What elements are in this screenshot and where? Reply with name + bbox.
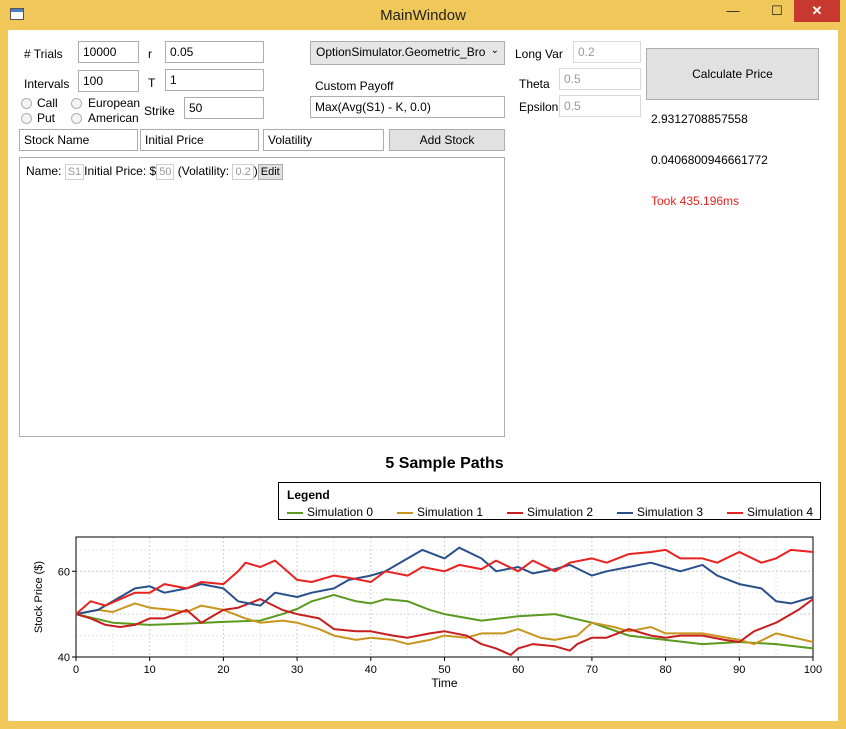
series-line-4 — [75, 548, 814, 615]
x-tick-label: 80 — [659, 664, 671, 676]
legend-item: Simulation 1 — [397, 505, 483, 519]
legend-swatch — [727, 511, 743, 514]
long-var-input[interactable]: 0.2 — [573, 41, 641, 63]
series-line-2 — [75, 598, 814, 656]
x-tick-label: 70 — [586, 664, 598, 676]
window-title: MainWindow — [380, 7, 466, 24]
y-tick-label: 60 — [58, 566, 70, 578]
stock-vol-label: (Volatility: — [177, 164, 230, 178]
r-input[interactable]: 0.05 — [165, 41, 264, 63]
volatility-input[interactable]: Volatility — [263, 129, 384, 151]
stock-name-input[interactable]: Stock Name — [19, 129, 138, 151]
put-label: Put — [37, 111, 56, 125]
app-icon — [10, 8, 24, 20]
legend-label: Simulation 4 — [747, 505, 814, 519]
chart-title: 5 Sample Paths — [385, 455, 504, 472]
legend-title: Legend — [287, 488, 330, 502]
x-tick-label: 10 — [144, 664, 156, 676]
american-label: American — [88, 111, 139, 125]
close-button[interactable]: ✕ — [794, 0, 840, 22]
theta-input[interactable]: 0.5 — [559, 68, 641, 90]
chevron-down-icon: ⌄ — [490, 45, 499, 56]
stock-price-label: Initial Price: $ — [84, 164, 157, 178]
epsilon-label: Epsilon — [519, 100, 559, 114]
simulator-select[interactable]: OptionSimulator.Geometric_Bro ⌄ — [310, 41, 505, 65]
call-radio[interactable] — [21, 98, 32, 109]
result-timing: Took 435.196ms — [651, 194, 740, 208]
legend-swatch — [507, 511, 523, 514]
stock-list[interactable]: Name: S1 Initial Price: $50 (Volatility: … — [19, 157, 505, 437]
calculate-price-button[interactable]: Calculate Price — [646, 48, 819, 100]
y-tick-label: 40 — [58, 652, 70, 664]
legend-item: Simulation 0 — [287, 505, 373, 519]
chart-plot: 0 10 20 30 40 50 60 70 80 90 100 40 60 Time Stock Pric… — [33, 536, 822, 690]
result-error: 0.0406800946661772 — [651, 153, 768, 167]
stock-vol-field[interactable]: 0.2 — [232, 164, 254, 180]
legend-item: Simulation 4 — [727, 505, 813, 519]
legend-label: Simulation 0 — [307, 505, 374, 519]
x-tick-label: 40 — [365, 664, 377, 676]
x-tick-label: 50 — [438, 664, 450, 676]
legend-swatch — [617, 511, 633, 514]
series-line-0 — [75, 593, 814, 650]
trials-label: # Trials — [24, 47, 63, 61]
european-radio[interactable] — [71, 98, 82, 109]
x-tick-label: 30 — [291, 664, 303, 676]
intervals-input[interactable]: 100 — [78, 70, 139, 92]
add-stock-button[interactable]: Add Stock — [389, 129, 505, 151]
x-tick-label: 60 — [512, 664, 524, 676]
result-price: 2.9312708857558 — [651, 112, 748, 126]
y-axis-label: Stock Price ($) — [33, 561, 45, 633]
x-axis-label: Time — [431, 676, 458, 690]
call-label: Call — [37, 96, 58, 110]
client-area: # Trials 10000 Intervals 100 Call Put Eu… — [8, 30, 838, 721]
x-tick-label: 20 — [217, 664, 229, 676]
stock-vol-close: ) — [253, 164, 258, 178]
theta-label: Theta — [519, 77, 550, 91]
t-input[interactable]: 1 — [165, 69, 264, 91]
maximize-button[interactable]: ☐ — [771, 3, 783, 18]
simulator-select-value: OptionSimulator.Geometric_Bro — [316, 45, 486, 59]
x-tick-label: 0 — [73, 664, 79, 676]
initial-price-input[interactable]: Initial Price — [140, 129, 259, 151]
custom-payoff-label: Custom Payoff — [315, 79, 394, 93]
european-label: European — [88, 96, 141, 110]
long-var-label: Long Var — [515, 47, 563, 61]
legend-label: Simulation 2 — [527, 505, 594, 519]
t-label: T — [148, 76, 156, 90]
edit-stock-button[interactable]: Edit — [257, 164, 283, 180]
custom-payoff-input[interactable]: Max(Avg(S1) - K, 0.0) — [310, 96, 505, 118]
legend-item: Simulation 3 — [617, 505, 703, 519]
intervals-label: Intervals — [24, 77, 70, 91]
strike-label: Strike — [144, 104, 175, 118]
epsilon-input[interactable]: 0.5 — [559, 95, 641, 117]
legend-swatch — [397, 511, 413, 514]
american-radio[interactable] — [71, 113, 82, 124]
legend-label: Simulation 1 — [417, 505, 484, 519]
strike-input[interactable]: 50 — [184, 97, 264, 119]
put-radio[interactable] — [21, 113, 32, 124]
stock-name-label: Name: — [26, 164, 62, 178]
title-bar: MainWindow — ☐ ✕ — [0, 0, 846, 30]
trials-input[interactable]: 10000 — [78, 41, 139, 63]
series-line-3 — [75, 546, 814, 616]
minimize-button[interactable]: — — [726, 3, 740, 18]
list-item: Name: S1 Initial Price: $50 (Volatility: … — [26, 164, 283, 180]
chart-legend: Legend Simulation 0 Simulation 1 Simulat… — [278, 482, 821, 520]
r-label: r — [148, 47, 152, 61]
stock-price-field[interactable]: 50 — [156, 164, 175, 180]
legend-swatch — [287, 511, 303, 514]
legend-item: Simulation 2 — [507, 505, 593, 519]
legend-label: Simulation 3 — [637, 505, 704, 519]
stock-name-field[interactable]: S1 — [64, 164, 85, 180]
x-tick-label: 90 — [733, 664, 745, 676]
x-tick-label: 100 — [804, 664, 822, 676]
